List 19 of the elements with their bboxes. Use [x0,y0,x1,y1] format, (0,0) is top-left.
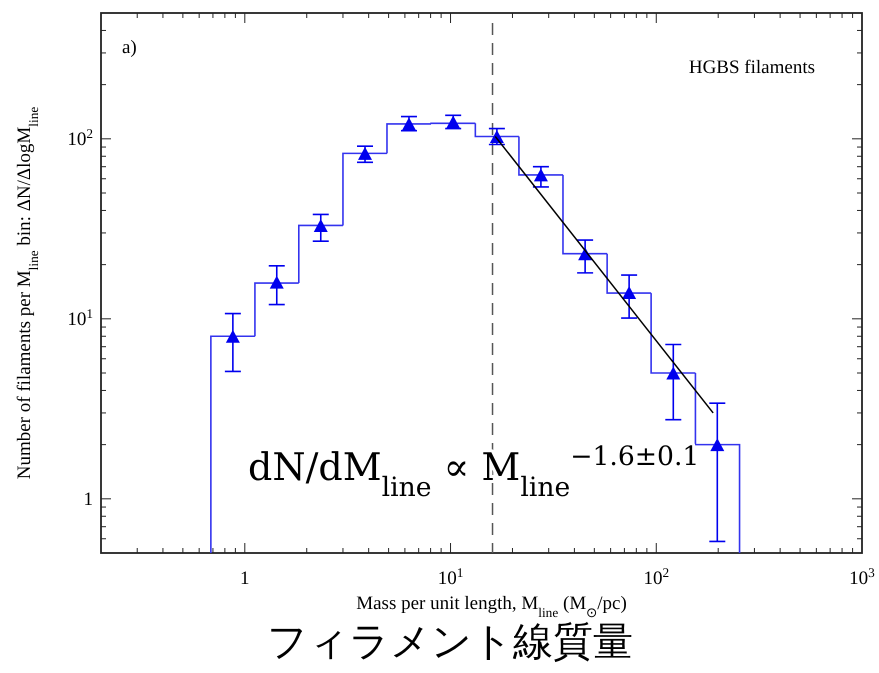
point [270,276,284,289]
x-tick-label: 1 [240,568,250,589]
point [710,438,724,452]
text: フィラメント線質量 [267,619,633,665]
x-tick-label: 10$^{2}$ [643,564,670,589]
point [666,366,680,380]
point [534,168,548,182]
x-axis-title: Mass per unit length, M$_{line}$ (M$_{⊙}$/pc) [356,593,627,620]
point [358,146,372,160]
x-tick-label: 10$^{3}$ [849,564,876,589]
annotation: a) [122,37,137,58]
y-tick-label: 10$^{2}$ [67,125,93,150]
point [622,286,636,300]
point [226,330,240,343]
y-tick-label: 10$^{1}$ [67,305,93,330]
point [314,218,328,232]
y-tick-label: 1 [84,488,93,510]
x-tick-label: 10$^{1}$ [438,564,464,589]
annotation: HGBS filaments [688,57,815,78]
